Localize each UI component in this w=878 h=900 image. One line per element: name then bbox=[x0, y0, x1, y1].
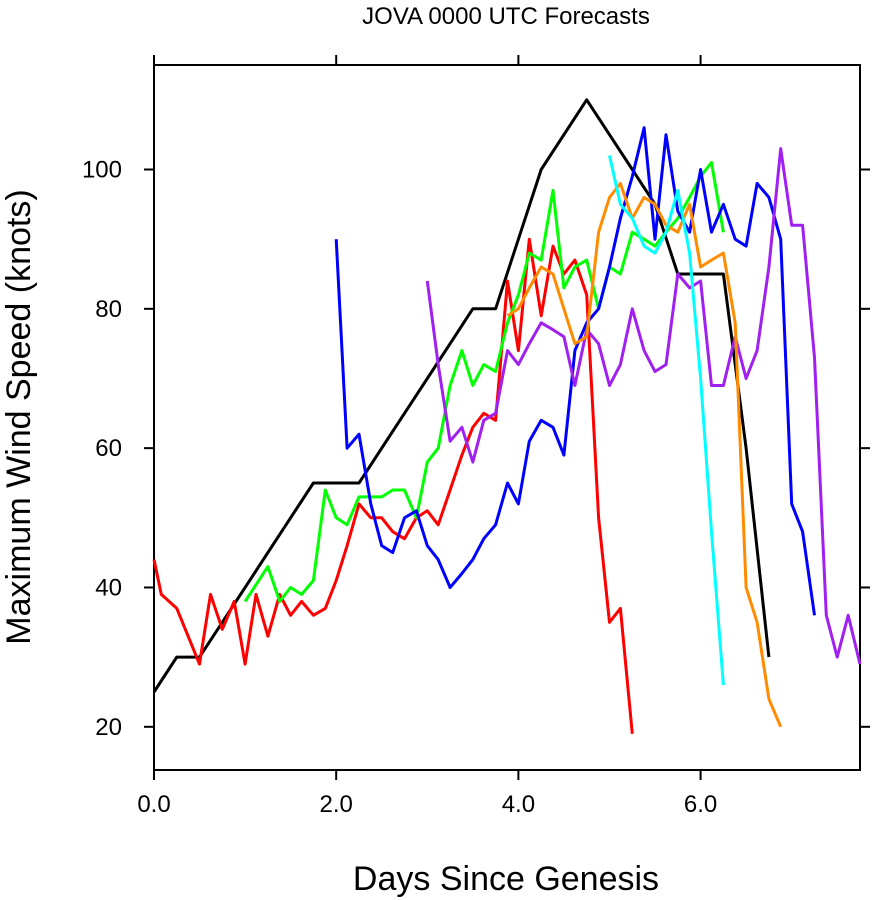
x-tick-label: 6.0 bbox=[684, 791, 717, 818]
plot-frame bbox=[153, 64, 861, 771]
series-line-1 bbox=[152, 98, 771, 693]
x-tick-label: 4.0 bbox=[502, 791, 535, 818]
series-line-2 bbox=[152, 237, 634, 734]
y-tick-label: 100 bbox=[82, 156, 122, 183]
y-tick-label: 20 bbox=[95, 714, 122, 741]
y-tick-label: 40 bbox=[95, 574, 122, 601]
series-line-7 bbox=[608, 155, 725, 686]
y-axis-label: Maximum Wind Speed (knots) bbox=[0, 189, 38, 644]
chart-title: JOVA 0000 UTC Forecasts bbox=[362, 3, 650, 30]
series-line-4 bbox=[334, 126, 816, 616]
series-line-3 bbox=[243, 161, 725, 603]
y-tick-label: 60 bbox=[95, 435, 122, 462]
series-line-5 bbox=[425, 147, 862, 665]
tick-labels: 0.0 2.0 4.0 6.0 20 40 60 80 100 bbox=[82, 156, 717, 818]
x-tick-label: 2.0 bbox=[320, 791, 353, 818]
x-tick-label: 0.0 bbox=[137, 791, 170, 818]
x-axis-label: Days Since Genesis bbox=[353, 860, 659, 898]
axis-ticks bbox=[144, 55, 870, 780]
series-line-6 bbox=[506, 181, 783, 728]
series-layer bbox=[152, 98, 862, 734]
y-tick-label: 80 bbox=[95, 296, 122, 323]
